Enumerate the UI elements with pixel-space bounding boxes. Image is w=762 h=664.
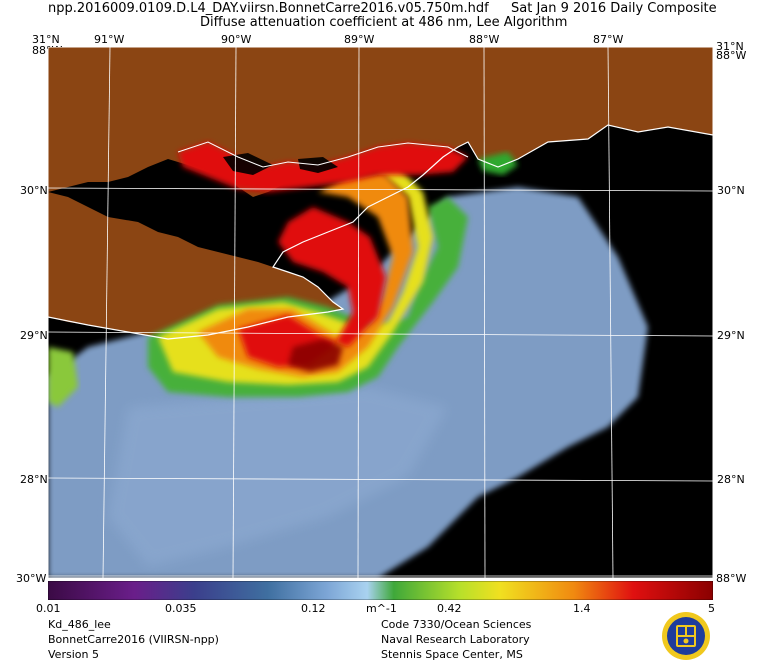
colorbar-label-4: 0.42 <box>437 602 462 615</box>
footer-dataset: BonnetCarre2016 (VIIRSN-npp) <box>48 633 219 646</box>
plume-darkred <box>288 339 343 372</box>
lon-label-90w: 90°W <box>221 33 252 46</box>
coastline-lake <box>177 141 469 168</box>
image-date: Sat Jan 9 2016 Daily Composite <box>511 1 717 16</box>
lon-label-87w: 87°W <box>593 33 624 46</box>
lat-label-30n-right: 30°N <box>717 184 745 197</box>
colorbar-label-6: 5 <box>708 602 715 615</box>
colorbar-label-1: 0.035 <box>165 602 197 615</box>
ocean-blue-plume-south <box>108 387 448 567</box>
colorbar <box>48 581 713 600</box>
lat-label-28n-right: 28°N <box>717 473 745 486</box>
lat-label-top-right: 31°N <box>716 40 744 53</box>
image-subtitle: Diffuse attenuation coefficient at 486 n… <box>200 15 568 30</box>
coastline <box>48 124 713 340</box>
footer-lab: Naval Research Laboratory <box>381 633 530 646</box>
lon-label-91w: 91°W <box>94 33 125 46</box>
lat-label-30n-left: 30°N <box>20 184 48 197</box>
lon-label-bottom-right: 88°W <box>716 572 747 585</box>
plume-red <box>238 207 386 367</box>
colorbar-label-2: 0.12 <box>301 602 326 615</box>
lat-label-top-left: 31°N <box>32 33 60 46</box>
colorbar-label-0: 0.01 <box>36 602 61 615</box>
lat-label-28n-left: 28°N <box>20 473 48 486</box>
satellite-map <box>48 47 713 578</box>
graticule <box>48 47 713 578</box>
footer-version: Version 5 <box>48 648 99 661</box>
image-filename: npp.2016009.0109.D.L4_DAY.viirsn.BonnetC… <box>48 1 489 16</box>
lon-label-top-right-overlap: 88°W <box>716 49 747 62</box>
colorbar-units: m^-1 <box>366 602 397 615</box>
lat-label-29n-left: 29°N <box>20 329 48 342</box>
colorbar-label-5: 1.4 <box>573 602 591 615</box>
west-green-patch <box>48 347 78 407</box>
lake-plume-dark <box>223 153 338 175</box>
footer-code: Code 7330/Ocean Sciences <box>381 618 532 631</box>
lon-label-88w: 88°W <box>469 33 500 46</box>
lon-label-89w: 89°W <box>344 33 375 46</box>
lon-label-bottom-left: 30°W <box>16 572 47 585</box>
nrl-seal-logo <box>662 612 710 660</box>
east-coast-plume <box>478 152 518 175</box>
footer-location: Stennis Space Center, MS <box>381 648 523 661</box>
footer-product: Kd_486_lee <box>48 618 111 631</box>
lat-label-29n-right: 29°N <box>717 329 745 342</box>
